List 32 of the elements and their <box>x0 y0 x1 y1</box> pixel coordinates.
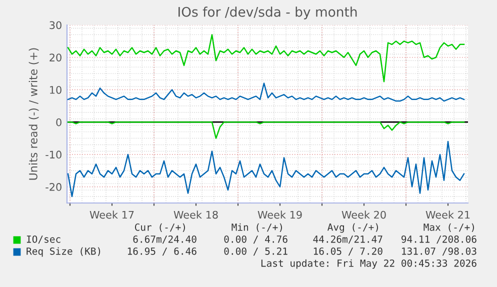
text: 16.95 / 6.46 <box>128 247 196 256</box>
line-series <box>67 34 465 82</box>
y-tick-label: 30 <box>50 21 62 30</box>
line-series <box>67 140 465 198</box>
x-tick-label: Week 21 <box>426 210 470 219</box>
text: Avg (-/+) <box>328 223 378 233</box>
line-series <box>67 121 465 139</box>
chart-title: IOs for /dev/sda - by month <box>178 6 357 20</box>
legend-label: IO/sec <box>26 235 60 244</box>
text: 6.67m/24.40 <box>133 235 196 244</box>
text: Min (-/+) <box>232 223 282 232</box>
y-tick-label: 10 <box>50 86 62 94</box>
text: 131.07 /98.03 <box>402 247 476 256</box>
y-tick-label: 0 <box>56 118 62 126</box>
text: Cur (-/+) <box>134 223 185 232</box>
y-tick-label: -20 <box>46 183 62 191</box>
y-tick-label: 20 <box>50 54 62 62</box>
y-tick-label: -10 <box>46 150 62 159</box>
x-tick-label: Week 18 <box>174 210 218 219</box>
text: 94.11 /208.06 <box>402 235 476 244</box>
text: 44.26m/21.47 <box>313 235 382 244</box>
text: 0.00 / 5.21 <box>224 247 288 256</box>
y-axis-title: Units read (-) / write (+) <box>28 48 39 180</box>
text: Last update: Fri May 22 00:45:33 2026 <box>261 259 476 269</box>
text: 0.00 / 4.76 <box>224 235 288 244</box>
x-tick-label: Week 20 <box>342 210 386 219</box>
text: 16.05 / 7.20 <box>314 247 382 256</box>
x-tick-label: Week 19 <box>258 210 302 219</box>
text: Max (-/+) <box>424 223 474 232</box>
legend-label: Req Size (KB) <box>26 247 100 257</box>
line-series <box>67 82 465 102</box>
x-tick-label: Week 17 <box>90 210 134 219</box>
